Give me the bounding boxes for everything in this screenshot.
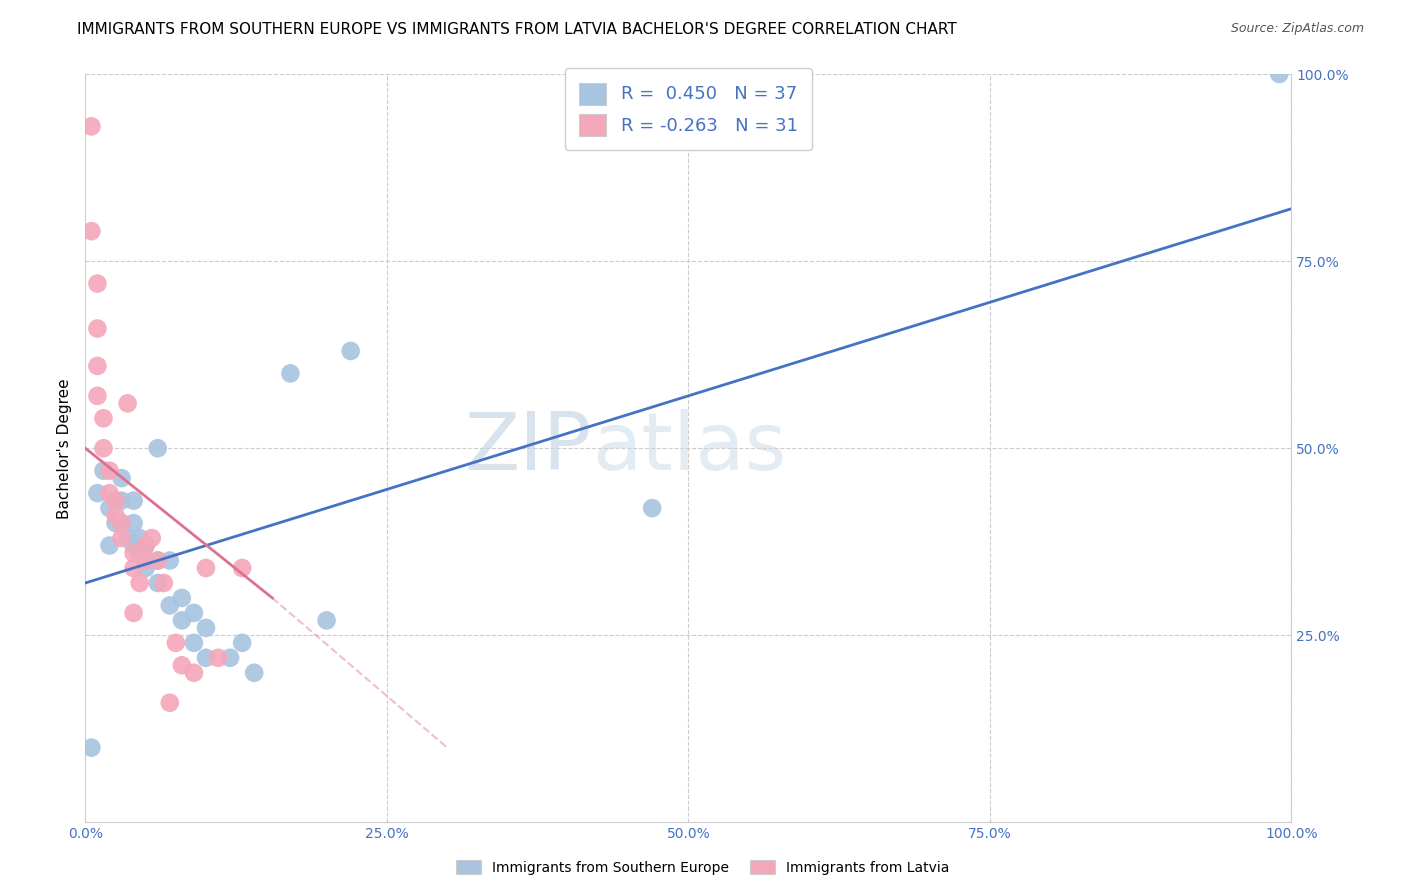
Point [183,665,205,680]
Point [159,599,181,613]
Point [231,561,253,575]
Point [170,613,193,627]
Point [122,546,145,560]
Point [93,411,115,425]
Point [86,321,108,335]
Point [86,486,108,500]
Legend: R =  0.450   N = 37, R = -0.263   N = 31: R = 0.450 N = 37, R = -0.263 N = 31 [565,68,813,150]
Point [98,539,121,553]
Point [135,553,157,567]
Point [104,493,127,508]
Point [183,636,205,650]
Point [110,493,132,508]
Point [104,516,127,530]
Point [122,539,145,553]
Point [315,613,337,627]
Point [80,740,103,755]
Point [141,531,163,545]
Text: IMMIGRANTS FROM SOUTHERN EUROPE VS IMMIGRANTS FROM LATVIA BACHELOR'S DEGREE CORR: IMMIGRANTS FROM SOUTHERN EUROPE VS IMMIG… [77,22,957,37]
Point [117,396,139,410]
Point [183,606,205,620]
Point [117,531,139,545]
Point [207,650,229,665]
Point [146,442,169,456]
Point [122,606,145,620]
Point [231,636,253,650]
Legend: Immigrants from Southern Europe, Immigrants from Latvia: Immigrants from Southern Europe, Immigra… [451,855,955,880]
Text: Source: ZipAtlas.com: Source: ZipAtlas.com [1230,22,1364,36]
Point [339,343,361,358]
Point [80,224,103,238]
Point [159,553,181,567]
Point [104,493,127,508]
Y-axis label: Bachelor's Degree: Bachelor's Degree [58,378,72,518]
Point [110,516,132,530]
Point [104,508,127,523]
Point [122,493,145,508]
Point [152,576,174,591]
Point [243,665,266,680]
Point [135,539,157,553]
Point [219,650,242,665]
Point [128,546,150,560]
Point [194,621,217,635]
Point [128,531,150,545]
Point [146,553,169,567]
Point [110,471,132,485]
Point [641,501,664,516]
Point [194,561,217,575]
Point [165,636,187,650]
Point [110,531,132,545]
Point [170,591,193,605]
Text: ZIP: ZIP [464,409,592,487]
Point [93,464,115,478]
Point [146,576,169,591]
Point [86,389,108,403]
Point [1268,67,1291,81]
Point [93,442,115,456]
Text: atlas: atlas [592,409,786,487]
Point [159,696,181,710]
Point [194,650,217,665]
Point [122,561,145,575]
Point [98,486,121,500]
Point [122,516,145,530]
Point [86,277,108,291]
Point [86,359,108,373]
Point [128,576,150,591]
Point [170,658,193,673]
Point [98,501,121,516]
Point [135,539,157,553]
Point [98,464,121,478]
Point [80,120,103,134]
Point [280,367,302,381]
Point [110,516,132,530]
Point [135,561,157,575]
Point [146,553,169,567]
